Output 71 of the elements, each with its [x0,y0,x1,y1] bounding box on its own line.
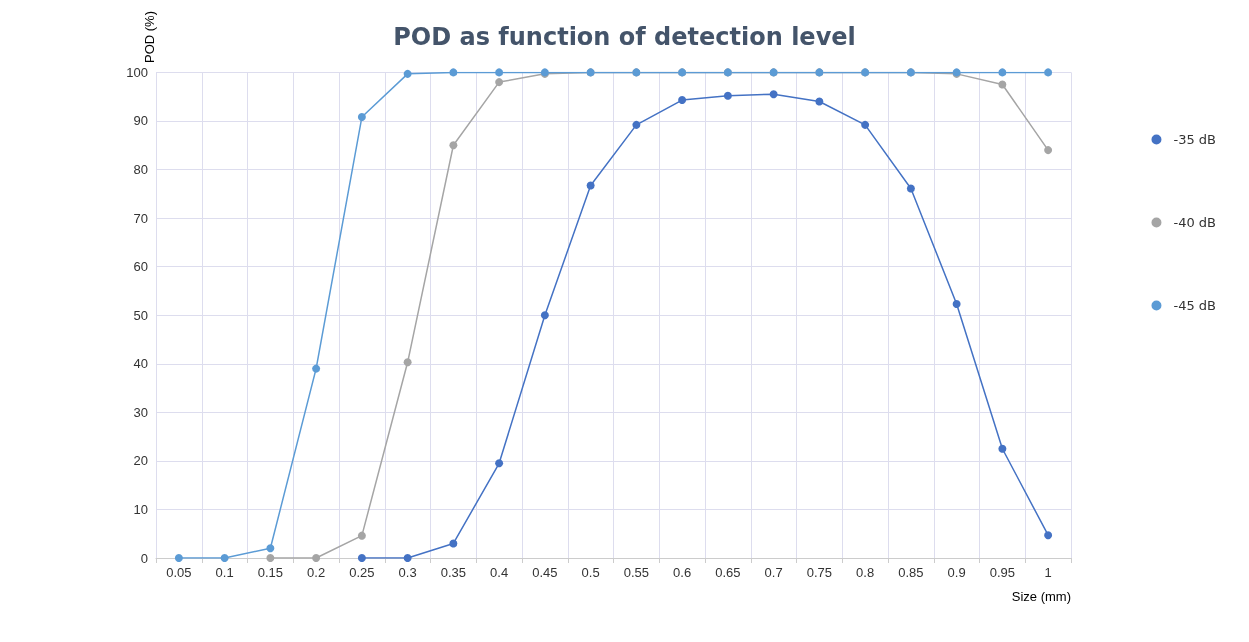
x-tick-label: 0.35 [440,565,467,580]
point [769,90,778,99]
x-tick-label: 0.6 [673,565,692,580]
y-axis-title: POD (%) [142,11,157,63]
point [1044,68,1053,77]
point [220,554,229,562]
x-tick-label: 0.25 [349,565,375,580]
point [312,364,321,373]
chart-title: POD as function of detection level [393,23,856,51]
point [952,300,961,309]
point [998,68,1007,77]
x-tick-label: 0.05 [166,565,192,580]
x-tick-label: 0.55 [623,565,650,580]
x-tick-label: 0.95 [989,565,1016,580]
x-tick-label: 0.8 [856,565,875,580]
x-tick-label: 0.85 [898,565,924,580]
point [998,444,1007,453]
point [540,311,549,320]
x-tick-label: 0.3 [398,565,417,580]
x-tick-label: 0.5 [581,565,600,580]
point [861,120,870,129]
y-tick-label: 40 [133,356,148,372]
y-tick-label: 100 [126,64,148,80]
point [906,184,915,193]
point [312,554,321,562]
point [449,68,458,77]
x-axis-title: Size (mm) [1011,589,1071,604]
y-tick-label: 90 [133,113,148,129]
x-tick-label: 0.65 [715,565,741,580]
point [357,113,366,122]
point [403,358,412,367]
point [266,554,275,562]
y-tick-label: 70 [133,210,148,226]
legend-label: -45 dB [1173,298,1217,313]
point [495,459,504,468]
point [403,69,412,78]
y-tick-label: 50 [133,307,148,323]
point [678,96,687,105]
point [403,554,412,562]
point [449,539,458,548]
legend-label: -35 dB [1173,132,1217,147]
point [495,78,504,87]
y-tick-label: 20 [133,453,148,469]
point [1044,531,1053,540]
point [632,120,641,129]
y-tick-label: 10 [133,501,148,517]
point [1044,146,1053,155]
x-tick-label: 0.1 [215,565,234,580]
point [174,554,183,562]
x-tick-label: 0.75 [806,565,833,580]
x-tick-label: 0.45 [532,565,558,580]
y-tick-label: 60 [133,259,148,275]
legend-label: -40 dB [1173,215,1217,230]
point [449,141,458,150]
x-tick-label: 1 [1044,565,1052,580]
point [815,97,824,106]
y-tick-label: 30 [133,404,148,420]
x-tick-label: 0.4 [490,565,509,580]
y-tick-label: 0 [140,550,148,566]
x-tick-label: 0.15 [257,565,284,580]
y-tick-label: 80 [133,162,148,178]
x-tick-label: 0.7 [764,565,783,580]
point [495,68,504,77]
point [357,554,366,562]
x-tick-label: 0.2 [307,565,326,580]
point [266,544,275,553]
point [998,80,1007,89]
x-tick-label: 0.9 [947,565,966,580]
point [723,91,732,100]
point [357,531,366,540]
point [586,181,595,190]
